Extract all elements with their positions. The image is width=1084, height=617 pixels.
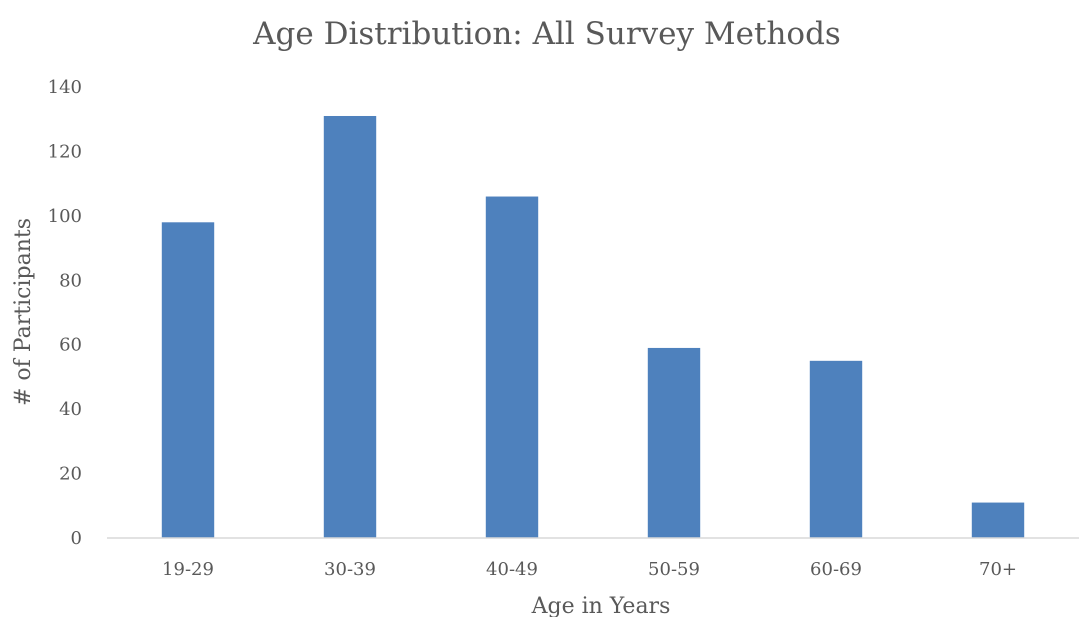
bar-50-59 (647, 347, 701, 538)
y-tick-label: 80 (59, 270, 82, 291)
x-tick-label: 60-69 (810, 559, 862, 580)
bar-30-39 (323, 115, 377, 538)
y-axis-ticks: 0 20 40 60 80 100 120 140 (48, 77, 82, 549)
x-tick-label: 70+ (979, 559, 1017, 580)
x-axis-ticks: 19-29 30-39 40-49 50-59 60-69 70+ (162, 559, 1017, 580)
y-tick-label: 60 (59, 335, 82, 356)
x-axis-title: Age in Years (531, 594, 671, 617)
chart-title: Age Distribution: All Survey Methods (252, 16, 841, 52)
y-tick-label: 20 (59, 464, 82, 485)
y-tick-label: 100 (48, 206, 82, 227)
x-tick-label: 19-29 (162, 559, 214, 580)
bar-60-69 (809, 360, 863, 538)
x-tick-label: 40-49 (486, 559, 538, 580)
y-tick-label: 0 (71, 528, 82, 549)
y-tick-label: 120 (48, 141, 82, 162)
x-tick-label: 30-39 (324, 559, 376, 580)
bar-70+ (971, 502, 1025, 538)
y-tick-label: 140 (48, 77, 82, 98)
bar-19-29 (161, 222, 215, 539)
y-axis-title: # of Participants (11, 218, 36, 406)
y-tick-label: 40 (59, 399, 82, 420)
bar-40-49 (485, 196, 539, 538)
x-tick-label: 50-59 (648, 559, 700, 580)
bars-group (161, 115, 1025, 539)
